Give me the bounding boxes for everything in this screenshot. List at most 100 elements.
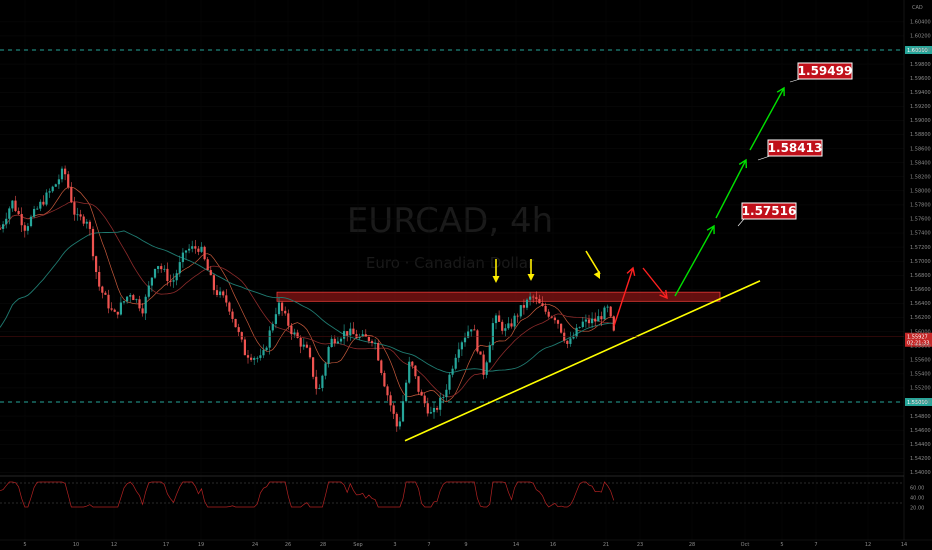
candle-body bbox=[54, 184, 57, 187]
moving-average-line bbox=[0, 186, 614, 403]
candle-body bbox=[284, 310, 287, 314]
candle-body bbox=[578, 327, 581, 328]
candle-body bbox=[85, 221, 88, 224]
candle-body bbox=[575, 327, 578, 337]
projected-path-up-red bbox=[613, 267, 634, 327]
candle-body bbox=[423, 395, 426, 404]
rsi-panel: 60.00 40.00 20.00 bbox=[0, 481, 924, 512]
candle-body bbox=[20, 213, 23, 226]
candle-body bbox=[253, 358, 256, 360]
support-trendline bbox=[404, 280, 761, 442]
resistance-zone bbox=[276, 291, 721, 302]
candle-body bbox=[324, 363, 327, 376]
candle-body bbox=[98, 272, 101, 287]
target-label: 1.57516 bbox=[742, 204, 797, 218]
rsi-tick-label: 20.00 bbox=[910, 506, 924, 512]
candle-body bbox=[411, 361, 414, 366]
time-tick-label: Oct bbox=[741, 542, 750, 548]
level-price-label: 1.55000 bbox=[907, 400, 928, 406]
candle-body bbox=[451, 368, 454, 375]
time-tick-label: 24 bbox=[252, 542, 258, 548]
candle-body bbox=[361, 334, 364, 337]
target-leader-line bbox=[737, 218, 745, 227]
time-tick-label: 14 bbox=[513, 542, 519, 548]
time-axis[interactable]: 5 10 12 17 19 24 26 28 Sep 3 7 9 14 16 21 23 28 Oct 5 7 12 14 bbox=[23, 542, 907, 548]
signal-arrow-down-icon bbox=[593, 271, 600, 279]
candle-body bbox=[457, 349, 460, 358]
candle-body bbox=[203, 246, 206, 260]
price-tick-label: 1.56400 bbox=[910, 301, 931, 307]
candle-body bbox=[76, 214, 79, 216]
candle-body bbox=[296, 332, 299, 338]
price-axis[interactable]: 1.60400 1.60200 1.60000 1.59800 1.59600 1.594… bbox=[910, 20, 931, 477]
candle-body bbox=[160, 266, 163, 270]
candle-body bbox=[104, 292, 107, 295]
candle-body bbox=[513, 315, 516, 327]
candle-body bbox=[479, 351, 482, 355]
candle-body bbox=[70, 187, 73, 203]
candle-body bbox=[259, 355, 262, 358]
candle-body bbox=[556, 320, 560, 324]
candle-body bbox=[281, 302, 284, 311]
candle-body bbox=[532, 296, 535, 298]
candle-body bbox=[364, 334, 367, 337]
candle-body bbox=[339, 338, 343, 342]
price-tick-label: 1.59800 bbox=[910, 62, 931, 68]
candle-body bbox=[101, 286, 104, 293]
candle-body bbox=[277, 302, 281, 315]
candle-body bbox=[26, 226, 29, 231]
candle-body bbox=[501, 321, 504, 331]
candle-body bbox=[153, 268, 157, 278]
candle-body bbox=[60, 168, 64, 180]
candle-body bbox=[374, 342, 377, 344]
candle-body bbox=[488, 345, 491, 363]
candle-body bbox=[91, 228, 95, 257]
moving-averages bbox=[0, 186, 614, 403]
candle-body bbox=[138, 299, 141, 309]
candles bbox=[0, 165, 615, 432]
candle-body bbox=[181, 252, 184, 263]
candle-body bbox=[485, 362, 488, 375]
candle-body bbox=[5, 218, 8, 225]
price-tick-label: 1.55000 bbox=[910, 400, 931, 406]
candle-body bbox=[67, 174, 70, 188]
candle-body bbox=[587, 319, 591, 324]
candle-body bbox=[23, 225, 26, 231]
last-price-value: 1.55927 bbox=[907, 334, 928, 340]
candle-body bbox=[553, 317, 556, 321]
candle-body bbox=[33, 208, 36, 217]
candle-body bbox=[581, 321, 584, 328]
rsi-tick-label: 40.00 bbox=[910, 496, 924, 502]
candle-body bbox=[333, 338, 336, 344]
candle-body bbox=[169, 280, 172, 282]
candle-body bbox=[429, 412, 432, 414]
level-price-tag bbox=[905, 46, 932, 54]
candle-body bbox=[463, 337, 467, 343]
candle-body bbox=[507, 323, 510, 329]
price-tick-label: 1.58400 bbox=[910, 160, 931, 166]
rsi-tick-label: 60.00 bbox=[910, 486, 924, 492]
candle-body bbox=[609, 306, 612, 317]
candle-body bbox=[448, 374, 451, 390]
candle-body bbox=[150, 277, 153, 286]
candle-body bbox=[547, 311, 550, 317]
target-label-box bbox=[767, 139, 823, 157]
price-tick-label: 1.58200 bbox=[910, 174, 931, 180]
time-tick-label: 28 bbox=[689, 542, 695, 548]
candle-body bbox=[343, 331, 346, 339]
candle-body bbox=[358, 336, 361, 339]
time-tick-label: 9 bbox=[464, 542, 467, 548]
candle-body bbox=[299, 337, 302, 347]
candle-body bbox=[126, 296, 129, 302]
candle-body bbox=[0, 228, 2, 230]
candle-body bbox=[417, 376, 420, 392]
horizontal-levels: 1.60000 1.55000 bbox=[0, 46, 932, 406]
candle-body bbox=[45, 192, 48, 205]
candle-body bbox=[36, 208, 39, 210]
projected-path-up-green-head bbox=[706, 224, 715, 235]
rsi-line bbox=[0, 481, 615, 508]
candle-body bbox=[591, 318, 594, 324]
candle-body bbox=[231, 311, 234, 319]
